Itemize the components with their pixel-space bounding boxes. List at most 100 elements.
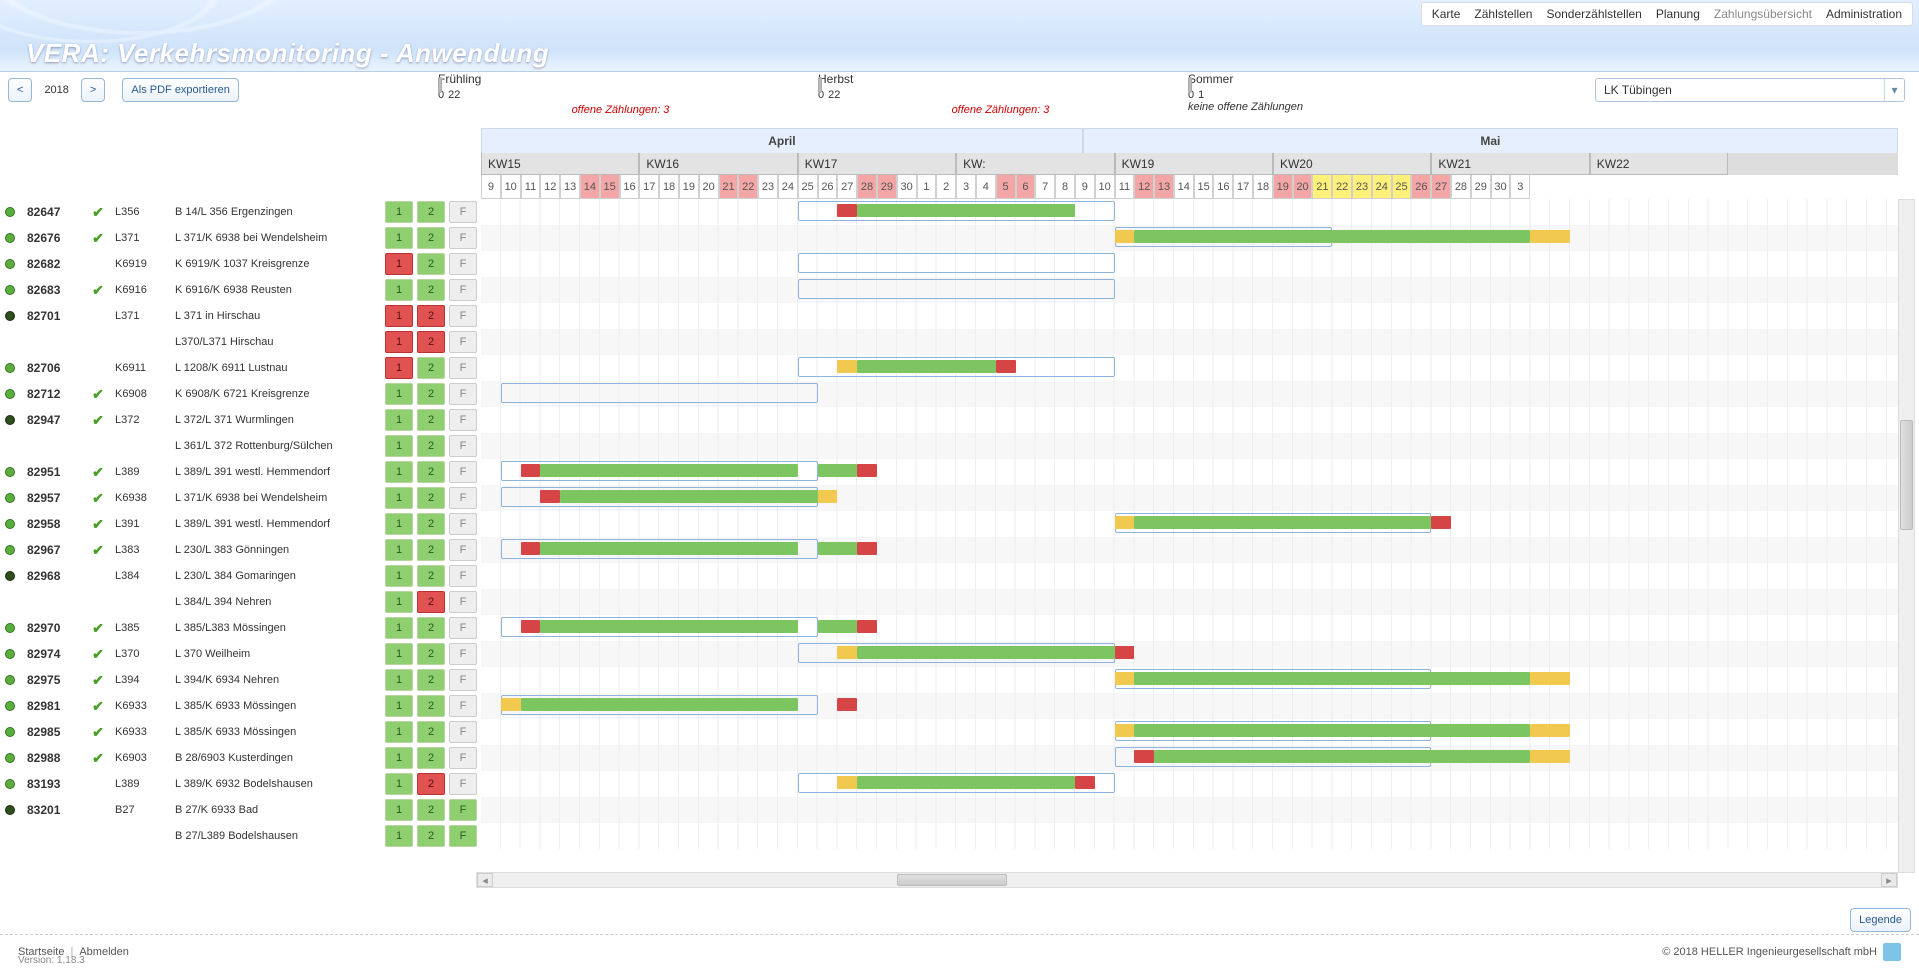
status-cell[interactable]: F <box>449 513 477 535</box>
menu-item-planung[interactable]: Planung <box>1656 7 1700 21</box>
status-cell[interactable]: 2 <box>417 825 445 847</box>
year-prev-button[interactable]: < <box>8 78 32 102</box>
status-cell[interactable]: 1 <box>385 721 413 743</box>
status-cell[interactable]: 1 <box>385 747 413 769</box>
gantt-bar[interactable] <box>996 360 1016 373</box>
gantt-bar[interactable] <box>857 776 1075 789</box>
status-cell[interactable]: F <box>449 643 477 665</box>
gantt-bar[interactable] <box>1134 672 1530 685</box>
status-cell[interactable]: 2 <box>417 279 445 301</box>
gantt-bar[interactable] <box>1134 230 1332 243</box>
table-row[interactable]: 82958✔L391L 389/L 391 westl. Hemmendorf1… <box>5 511 481 537</box>
gantt-bar[interactable] <box>521 620 541 633</box>
status-cell[interactable]: 1 <box>385 773 413 795</box>
status-cell[interactable]: F <box>449 825 477 847</box>
status-cell[interactable]: F <box>449 383 477 405</box>
table-row[interactable]: L370/L371 Hirschau12F <box>5 329 481 355</box>
status-cell[interactable]: F <box>449 227 477 249</box>
table-row[interactable]: 82985✔K6933L 385/K 6933 Mössingen12F <box>5 719 481 745</box>
horizontal-scrollbar[interactable]: ◂ ▸ <box>476 872 1898 888</box>
status-cell[interactable]: 2 <box>417 357 445 379</box>
gantt-bar[interactable] <box>1530 672 1570 685</box>
status-cell[interactable]: 1 <box>385 227 413 249</box>
gantt-bar[interactable] <box>521 542 541 555</box>
status-cell[interactable]: 2 <box>417 513 445 535</box>
table-row[interactable]: 82981✔K6933L 385/K 6933 Mössingen12F <box>5 693 481 719</box>
status-cell[interactable]: F <box>449 435 477 457</box>
plan-box[interactable] <box>501 383 818 403</box>
table-row[interactable]: L 384/L 394 Nehren12F <box>5 589 481 615</box>
status-cell[interactable]: 2 <box>417 487 445 509</box>
table-row[interactable]: 82974✔L370L 370 Weilheim12F <box>5 641 481 667</box>
gantt-bar[interactable] <box>837 360 857 373</box>
status-cell[interactable]: 1 <box>385 617 413 639</box>
status-cell[interactable]: 1 <box>385 591 413 613</box>
status-cell[interactable]: 2 <box>417 539 445 561</box>
status-cell[interactable]: 2 <box>417 409 445 431</box>
gantt-bar[interactable] <box>818 542 858 555</box>
status-cell[interactable]: 1 <box>385 357 413 379</box>
table-row[interactable]: 82968L384L 230/L 384 Gomaringen12F <box>5 563 481 589</box>
gantt-bar[interactable] <box>1154 750 1530 763</box>
table-row[interactable]: 82975✔L394L 394/K 6934 Nehren12F <box>5 667 481 693</box>
status-cell[interactable]: 1 <box>385 331 413 353</box>
status-cell[interactable]: 2 <box>417 799 445 821</box>
status-cell[interactable]: 2 <box>417 565 445 587</box>
gantt-bar[interactable] <box>857 620 877 633</box>
status-cell[interactable]: 1 <box>385 513 413 535</box>
status-cell[interactable]: 1 <box>385 643 413 665</box>
table-row[interactable]: 82957✔K6938L 371/K 6938 bei Wendelsheim1… <box>5 485 481 511</box>
gantt-bar[interactable] <box>1115 672 1135 685</box>
gantt-bar[interactable] <box>818 464 858 477</box>
gantt-bar[interactable] <box>521 698 798 711</box>
status-cell[interactable]: 1 <box>385 487 413 509</box>
status-cell[interactable]: F <box>449 799 477 821</box>
hscroll-left-arrow[interactable]: ◂ <box>477 873 493 887</box>
gantt-bar[interactable] <box>540 542 797 555</box>
status-cell[interactable]: 2 <box>417 201 445 223</box>
status-cell[interactable]: 1 <box>385 435 413 457</box>
table-row[interactable]: B 27/L389 Bodelshausen12F <box>5 823 481 849</box>
gantt-bar[interactable] <box>857 542 877 555</box>
gantt-bar[interactable] <box>837 646 857 659</box>
gantt-bar[interactable] <box>837 204 857 217</box>
vertical-scrollbar[interactable] <box>1898 199 1915 873</box>
gantt-bar[interactable] <box>1530 230 1570 243</box>
gantt-bar[interactable] <box>540 464 797 477</box>
gantt-bar[interactable] <box>1134 724 1530 737</box>
status-cell[interactable]: F <box>449 331 477 353</box>
gantt-bar[interactable] <box>857 360 996 373</box>
gantt-bar[interactable] <box>540 490 560 503</box>
status-cell[interactable]: 2 <box>417 227 445 249</box>
status-cell[interactable]: F <box>449 695 477 717</box>
status-cell[interactable]: 1 <box>385 461 413 483</box>
table-row[interactable]: 82682K6919K 6919/K 1037 Kreisgrenze12F <box>5 251 481 277</box>
status-cell[interactable]: 1 <box>385 383 413 405</box>
gantt-bar[interactable] <box>1115 230 1135 243</box>
table-row[interactable]: 83201B27B 27/K 6933 Bad12F <box>5 797 481 823</box>
gantt-bar[interactable] <box>1431 516 1451 529</box>
status-cell[interactable]: 2 <box>417 305 445 327</box>
status-cell[interactable]: 2 <box>417 747 445 769</box>
status-cell[interactable]: F <box>449 253 477 275</box>
status-cell[interactable]: F <box>449 305 477 327</box>
legend-button[interactable]: Legende <box>1850 908 1911 932</box>
pdf-export-button[interactable]: Als PDF exportieren <box>122 78 238 102</box>
gantt-bar[interactable] <box>1134 750 1154 763</box>
status-cell[interactable]: 2 <box>417 383 445 405</box>
horizontal-scrollbar-thumb[interactable] <box>897 874 1007 886</box>
year-next-button[interactable]: > <box>81 78 105 102</box>
status-cell[interactable]: F <box>449 357 477 379</box>
gantt-bar[interactable] <box>818 620 858 633</box>
gantt-bar[interactable] <box>857 204 1075 217</box>
status-cell[interactable]: 1 <box>385 253 413 275</box>
menu-item-karte[interactable]: Karte <box>1432 7 1461 21</box>
gantt-bar[interactable] <box>857 464 877 477</box>
status-cell[interactable]: 2 <box>417 773 445 795</box>
status-cell[interactable]: F <box>449 565 477 587</box>
status-cell[interactable]: 2 <box>417 617 445 639</box>
region-select[interactable]: LK Tübingen ▾ <box>1595 78 1905 102</box>
table-row[interactable]: L 361/L 372 Rottenburg/Sülchen12F <box>5 433 481 459</box>
status-cell[interactable]: 2 <box>417 331 445 353</box>
plan-box[interactable] <box>798 253 1115 273</box>
